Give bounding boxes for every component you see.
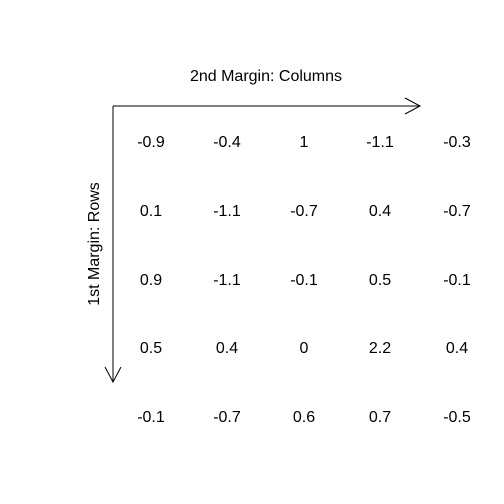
matrix-cell-r5-c2: -0.7 (213, 409, 241, 426)
matrix-cell-r4-c1: 0.5 (139, 340, 163, 357)
matrix-cell-r2-c1: 0.1 (139, 203, 163, 220)
matrix-cell-r5-c3: 0.6 (292, 409, 316, 426)
matrix-cell-r4-c5: 0.4 (445, 340, 469, 357)
matrix-cell-r3-c2: -1.1 (213, 272, 241, 289)
rows-arrow-head (104, 366, 122, 384)
rows-arrow (104, 106, 122, 384)
matrix-cell-r1-c2: -0.4 (213, 134, 241, 151)
columns-margin-label: 2nd Margin: Columns (189, 68, 343, 85)
matrix-cell-r3-c3: -0.1 (290, 272, 318, 289)
matrix-cell-r3-c1: 0.9 (139, 272, 163, 289)
matrix-cell-r2-c4: 0.4 (368, 203, 392, 220)
matrix-cell-r4-c2: 0.4 (215, 340, 239, 357)
matrix-cell-r2-c3: -0.7 (290, 203, 318, 220)
matrix-cell-r5-c4: 0.7 (368, 409, 392, 426)
matrix-cell-r2-c5: -0.7 (443, 203, 471, 220)
matrix-cell-r4-c3: 0 (299, 340, 309, 357)
matrix-cell-r5-c1: -0.1 (137, 409, 165, 426)
matrix-cell-r5-c5: -0.5 (443, 409, 471, 426)
rows-margin-label-text: 1st Margin: Rows (86, 182, 103, 306)
matrix-cell-r1-c1: -0.9 (137, 134, 165, 151)
matrix-cell-r4-c4: 2.2 (368, 340, 392, 357)
matrix-cell-r3-c5: -0.1 (443, 272, 471, 289)
columns-arrow (113, 97, 422, 115)
matrix-cell-r1-c4: -1.1 (366, 134, 394, 151)
matrix-cell-r3-c4: 0.5 (368, 272, 392, 289)
columns-arrow-head (404, 97, 422, 115)
matrix-cell-r2-c2: -1.1 (213, 203, 241, 220)
matrix-cell-r1-c5: -0.3 (443, 134, 471, 151)
matrix-cell-r1-c3: 1 (299, 134, 309, 151)
